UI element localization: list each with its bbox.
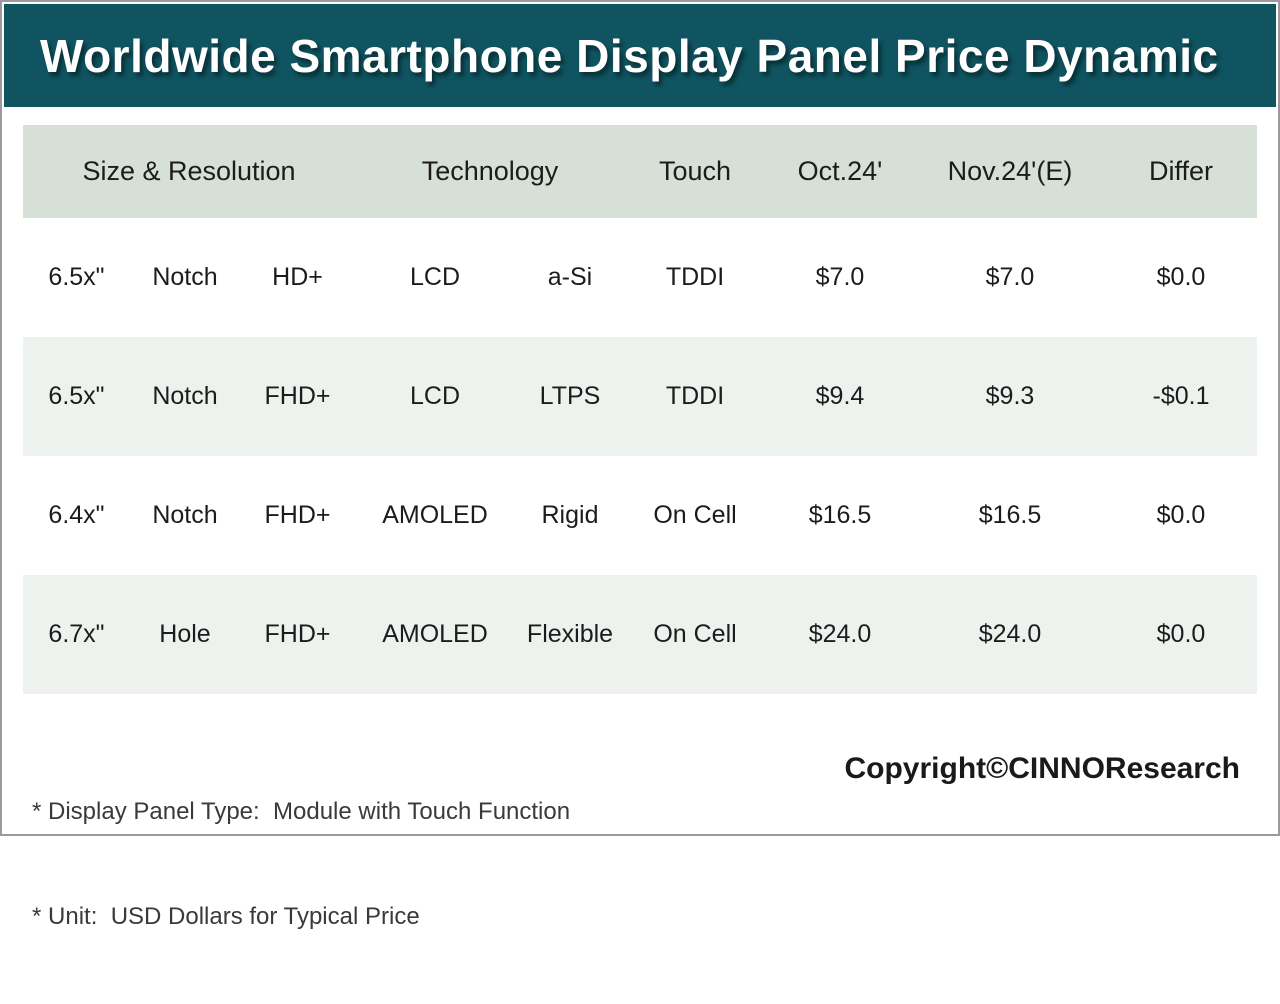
cell-technology: AMOLED xyxy=(355,456,515,575)
cell-technology: AMOLED xyxy=(355,575,515,694)
cell-nov-price: $7.0 xyxy=(915,218,1105,337)
cell-size: 6.5x" xyxy=(23,218,130,337)
cell-touch: TDDI xyxy=(625,337,765,456)
cell-oct-price: $24.0 xyxy=(765,575,915,694)
cell-oct-price: $16.5 xyxy=(765,456,915,575)
page-title: Worldwide Smartphone Display Panel Price… xyxy=(40,29,1219,82)
cell-differ: -$0.1 xyxy=(1105,337,1257,456)
cell-differ: $0.0 xyxy=(1105,575,1257,694)
cell-backplane: Flexible xyxy=(515,575,625,694)
cell-cutout: Hole xyxy=(130,575,240,694)
cell-cutout: Notch xyxy=(130,456,240,575)
cell-touch: TDDI xyxy=(625,218,765,337)
header-size-resolution: Size & Resolution xyxy=(23,125,355,218)
footnote-unit: * Unit: USD Dollars for Typical Price xyxy=(32,903,420,930)
header-oct24: Oct.24' xyxy=(765,125,915,218)
cell-oct-price: $7.0 xyxy=(765,218,915,337)
cell-size: 6.4x" xyxy=(23,456,130,575)
header-differ: Differ xyxy=(1105,125,1257,218)
cell-backplane: LTPS xyxy=(515,337,625,456)
cell-nov-price: $16.5 xyxy=(915,456,1105,575)
cell-technology: LCD xyxy=(355,218,515,337)
cell-technology: LCD xyxy=(355,337,515,456)
cell-size: 6.5x" xyxy=(23,337,130,456)
copyright-text: Copyright©CINNOResearch xyxy=(844,752,1240,785)
header-touch: Touch xyxy=(625,125,765,218)
cell-resolution: FHD+ xyxy=(240,337,355,456)
cell-differ: $0.0 xyxy=(1105,218,1257,337)
cell-differ: $0.0 xyxy=(1105,456,1257,575)
cell-resolution: HD+ xyxy=(240,218,355,337)
cell-backplane: a-Si xyxy=(515,218,625,337)
cell-cutout: Notch xyxy=(130,218,240,337)
cell-resolution: FHD+ xyxy=(240,575,355,694)
title-banner: Worldwide Smartphone Display Panel Price… xyxy=(4,4,1276,107)
cell-nov-price: $9.3 xyxy=(915,337,1105,456)
cell-backplane: Rigid xyxy=(515,456,625,575)
footnotes: * Display Panel Type: Module with Touch … xyxy=(32,724,570,1004)
header-nov24e: Nov.24'(E) xyxy=(915,125,1105,218)
cell-touch: On Cell xyxy=(625,456,765,575)
cell-touch: On Cell xyxy=(625,575,765,694)
footnote-panel-type: * Display Panel Type: Module with Touch … xyxy=(32,798,571,825)
cell-resolution: FHD+ xyxy=(240,456,355,575)
cell-oct-price: $9.4 xyxy=(765,337,915,456)
price-table: Size & Resolution Technology Touch Oct.2… xyxy=(23,125,1257,694)
infographic-root: Worldwide Smartphone Display Panel Price… xyxy=(0,0,1280,930)
header-technology: Technology xyxy=(355,125,625,218)
cell-cutout: Notch xyxy=(130,337,240,456)
cell-size: 6.7x" xyxy=(23,575,130,694)
cell-nov-price: $24.0 xyxy=(915,575,1105,694)
